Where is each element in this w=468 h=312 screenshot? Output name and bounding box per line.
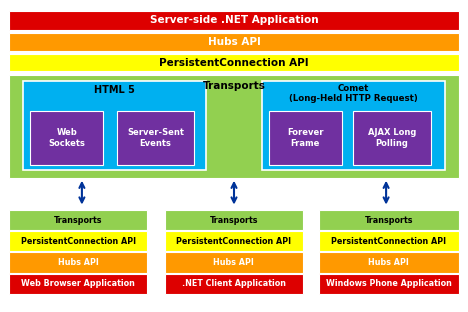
Bar	[319, 231, 459, 251]
Text: Comet
(Long-Held HTTP Request): Comet (Long-Held HTTP Request)	[289, 84, 418, 103]
Bar	[319, 274, 459, 294]
Bar	[9, 231, 147, 251]
Bar	[9, 11, 459, 30]
Bar	[319, 210, 459, 230]
Bar	[117, 111, 194, 165]
Text: Forever
Frame: Forever Frame	[287, 128, 323, 148]
Text: Transports: Transports	[203, 81, 265, 91]
Text: Hubs API: Hubs API	[208, 37, 260, 47]
Text: Transports: Transports	[365, 216, 413, 225]
Text: PersistentConnection API: PersistentConnection API	[176, 237, 291, 246]
Bar	[165, 252, 303, 273]
Text: Web Browser Application: Web Browser Application	[22, 279, 135, 288]
Text: Hubs API: Hubs API	[58, 258, 99, 267]
Bar	[319, 252, 459, 273]
Text: PersistentConnection API: PersistentConnection API	[159, 57, 309, 68]
Text: .NET Client Application: .NET Client Application	[182, 279, 286, 288]
Bar	[262, 81, 445, 170]
Text: AJAX Long
Polling: AJAX Long Polling	[368, 128, 416, 148]
Text: PersistentConnection API: PersistentConnection API	[331, 237, 446, 246]
Bar	[9, 274, 147, 294]
Text: Hubs API: Hubs API	[213, 258, 254, 267]
Text: PersistentConnection API: PersistentConnection API	[21, 237, 136, 246]
Bar	[9, 54, 459, 71]
Text: Hubs API: Hubs API	[368, 258, 410, 267]
Text: Transports: Transports	[54, 216, 102, 225]
Bar	[23, 81, 206, 170]
Bar	[9, 33, 459, 51]
Text: Web
Sockets: Web Sockets	[48, 128, 85, 148]
Text: HTML 5: HTML 5	[94, 85, 135, 95]
Bar	[165, 231, 303, 251]
Bar	[353, 111, 431, 165]
Text: Server-Sent
Events: Server-Sent Events	[127, 128, 184, 148]
Bar	[30, 111, 103, 165]
Text: Windows Phone Application: Windows Phone Application	[326, 279, 452, 288]
Bar	[9, 210, 147, 230]
Bar	[269, 111, 342, 165]
Text: Server-side .NET Application: Server-side .NET Application	[150, 15, 318, 25]
Bar	[165, 274, 303, 294]
Bar	[165, 210, 303, 230]
Bar	[9, 75, 459, 178]
Text: Transports: Transports	[210, 216, 258, 225]
Bar	[9, 252, 147, 273]
